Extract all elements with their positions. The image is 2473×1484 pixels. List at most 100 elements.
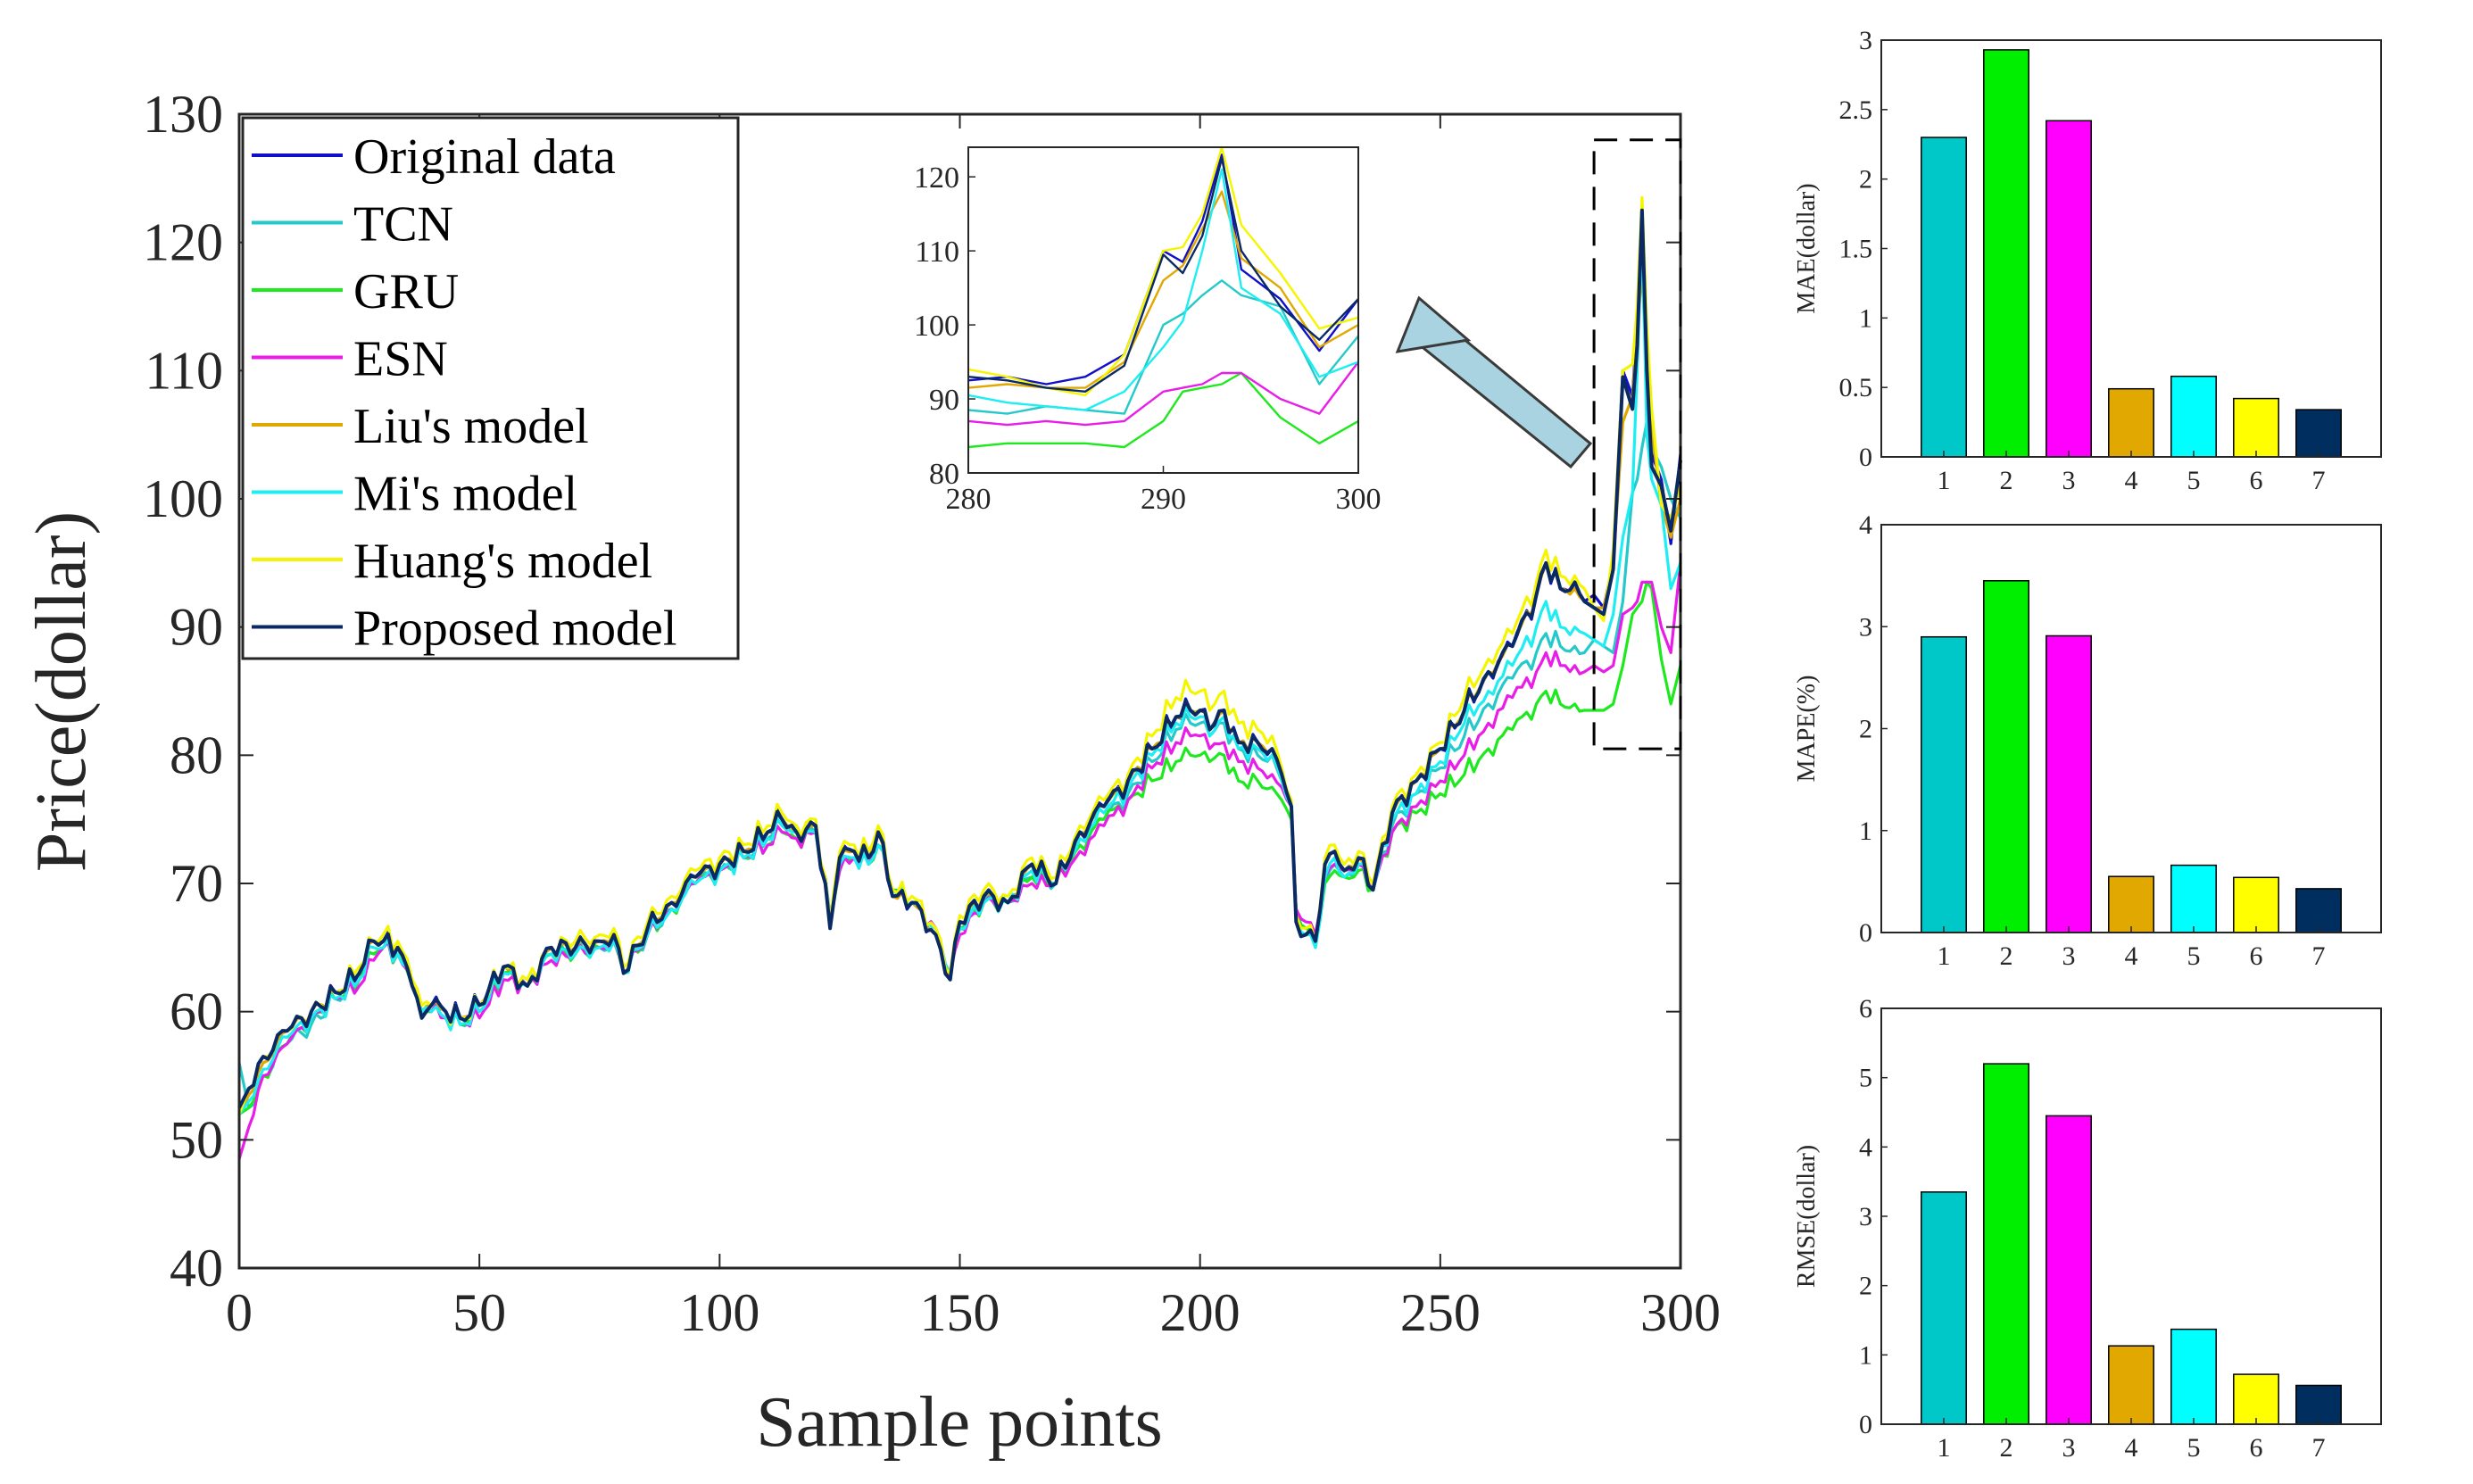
legend-label-huang-s-model: Huang's model bbox=[353, 534, 652, 589]
rmse-x-tick-label: 5 bbox=[2187, 1433, 2201, 1463]
main-y-tick-label: 80 bbox=[170, 725, 223, 784]
rmse-y-tick-label: 1 bbox=[1859, 1340, 1872, 1370]
mape-bar-4 bbox=[2108, 875, 2154, 933]
rmse-x-tick-label: 6 bbox=[2250, 1433, 2263, 1463]
rmse-y-tick-label: 4 bbox=[1859, 1132, 1872, 1162]
main-price-chart: 0 50 100 150 200 250 300 40 50 60 70 80 90 100 110 120 1… bbox=[22, 85, 1721, 1462]
mape-bar-5 bbox=[2170, 864, 2217, 933]
rmse-y-axis-label: RMSE(dollar) bbox=[1793, 1145, 1821, 1288]
rmse-y-tick-label: 6 bbox=[1859, 994, 1872, 1024]
mae-x-tick-label: 7 bbox=[2312, 466, 2326, 495]
mape-x-tick-label: 2 bbox=[2000, 941, 2013, 971]
inset-y-tick-label: 110 bbox=[915, 236, 959, 269]
main-y-tick-label: 50 bbox=[170, 1110, 223, 1169]
rmse-x-tick-label: 1 bbox=[1938, 1433, 1951, 1463]
legend-label-liu-s-model: Liu's model bbox=[353, 399, 589, 454]
inset-y-tick-label: 80 bbox=[929, 458, 959, 491]
inset-series-line-esn bbox=[967, 361, 1359, 427]
inset-series-line-mi-s-model bbox=[967, 168, 1359, 411]
main-y-tick-label: 110 bbox=[145, 341, 223, 400]
mape-y-tick-label: 4 bbox=[1859, 510, 1872, 540]
main-x-tick-label: 100 bbox=[679, 1283, 759, 1342]
mape-y-tick-label: 0 bbox=[1859, 918, 1872, 948]
legend-box bbox=[241, 116, 740, 660]
mae-bar-chart: 1 2 3 4 5 6 7 0 0.5 1 1.5 2 2.5 3 MAE(dollar) bbox=[1793, 26, 2382, 495]
mae-y-tick-label: 0.5 bbox=[1839, 373, 1873, 402]
main-y-tick-label: 120 bbox=[143, 213, 223, 272]
rmse-bar-1 bbox=[1921, 1191, 1967, 1425]
legend-label-gru: GRU bbox=[353, 264, 459, 319]
rmse-x-tick-label: 3 bbox=[2062, 1433, 2076, 1463]
main-x-tick-label: 200 bbox=[1160, 1283, 1241, 1342]
zoom-region-box bbox=[1592, 138, 1682, 750]
mape-bar-7 bbox=[2295, 888, 2342, 933]
mae-x-tick-label: 4 bbox=[2125, 466, 2138, 495]
mae-bar-6 bbox=[2233, 397, 2279, 458]
mape-bar-6 bbox=[2233, 876, 2279, 933]
mae-bar-1 bbox=[1921, 137, 1967, 458]
inset-x-tick-label: 280 bbox=[946, 483, 992, 516]
mae-y-tick-label: 2.5 bbox=[1839, 95, 1873, 125]
main-x-tick-label: 0 bbox=[226, 1283, 253, 1342]
legend: Original data TCN GRU ESN Liu's model Mi's mo… bbox=[241, 116, 740, 660]
main-x-axis-label: Sample points bbox=[756, 1383, 1163, 1462]
main-y-axis-label: Price(dollar) bbox=[22, 511, 101, 872]
mape-x-tick-label: 3 bbox=[2062, 941, 2076, 971]
mae-bar-3 bbox=[2046, 120, 2092, 458]
main-y-tick-label: 70 bbox=[170, 854, 223, 913]
legend-label-tcn: TCN bbox=[353, 197, 453, 253]
mae-bar-4 bbox=[2108, 387, 2154, 458]
main-x-tick-label: 300 bbox=[1640, 1283, 1721, 1342]
mae-y-tick-label: 1.5 bbox=[1839, 235, 1873, 264]
mae-bar-7 bbox=[2295, 409, 2342, 458]
mae-bar-2 bbox=[1983, 49, 2029, 458]
main-x-tick-label: 50 bbox=[452, 1283, 506, 1342]
mae-y-tick-label: 2 bbox=[1859, 165, 1872, 195]
mae-bar-5 bbox=[2170, 375, 2217, 458]
rmse-bar-2 bbox=[1983, 1063, 2029, 1425]
main-series-line-proposed-model bbox=[237, 208, 1682, 1109]
rmse-y-tick-label: 3 bbox=[1859, 1202, 1872, 1231]
rmse-y-tick-label: 2 bbox=[1859, 1272, 1872, 1301]
mape-bar-2 bbox=[1983, 580, 2029, 933]
main-series-group bbox=[237, 195, 1682, 1160]
rmse-x-tick-label: 2 bbox=[2000, 1433, 2013, 1463]
rmse-x-tick-label: 7 bbox=[2312, 1433, 2326, 1463]
mape-y-tick-label: 3 bbox=[1859, 612, 1872, 642]
main-x-tick-label: 250 bbox=[1400, 1283, 1481, 1342]
inset-x-tick-label: 300 bbox=[1336, 483, 1382, 516]
inset-y-tick-label: 120 bbox=[914, 162, 959, 195]
legend-label-original-data: Original data bbox=[353, 129, 616, 185]
main-series-line-esn bbox=[237, 562, 1682, 1160]
main-y-tick-label: 130 bbox=[143, 85, 223, 144]
main-y-tick-label: 40 bbox=[170, 1239, 223, 1297]
inset-series-line-gru bbox=[967, 371, 1359, 449]
inset-zoom-chart: 280 290 300 80 90 100 110 120 bbox=[914, 145, 1382, 516]
main-x-tick-label: 150 bbox=[920, 1283, 1000, 1342]
mape-x-tick-label: 5 bbox=[2187, 941, 2201, 971]
main-y-tick-label: 100 bbox=[143, 469, 223, 528]
mape-y-tick-label: 2 bbox=[1859, 715, 1872, 744]
legend-label-proposed-model: Proposed model bbox=[353, 601, 676, 657]
mae-x-tick-label: 3 bbox=[2062, 466, 2076, 495]
rmse-y-tick-label: 5 bbox=[1859, 1064, 1872, 1093]
inset-series-line-original-data bbox=[967, 153, 1359, 386]
rmse-y-tick-label: 0 bbox=[1859, 1410, 1872, 1439]
mape-x-tick-label: 1 bbox=[1938, 941, 1951, 971]
mae-x-tick-label: 1 bbox=[1938, 466, 1951, 495]
rmse-bar-5 bbox=[2170, 1328, 2217, 1425]
mape-x-tick-label: 7 bbox=[2312, 941, 2326, 971]
inset-y-tick-label: 90 bbox=[929, 384, 959, 417]
mape-bar-chart: 1 2 3 4 5 6 7 0 1 2 3 4 MAPE(%) bbox=[1793, 510, 2382, 971]
rmse-x-tick-label: 4 bbox=[2125, 1433, 2138, 1463]
mape-y-tick-label: 1 bbox=[1859, 817, 1872, 846]
mae-y-tick-label: 1 bbox=[1859, 303, 1872, 333]
inset-x-tick-label: 290 bbox=[1141, 483, 1186, 516]
mape-bar-1 bbox=[1921, 635, 1967, 933]
mape-y-axis-label: MAPE(%) bbox=[1793, 676, 1821, 783]
main-y-tick-label: 90 bbox=[170, 598, 223, 657]
mae-y-axis-label: MAE(dollar) bbox=[1793, 183, 1821, 313]
rmse-bar-6 bbox=[2233, 1373, 2279, 1425]
inset-y-tick-label: 100 bbox=[914, 310, 959, 343]
